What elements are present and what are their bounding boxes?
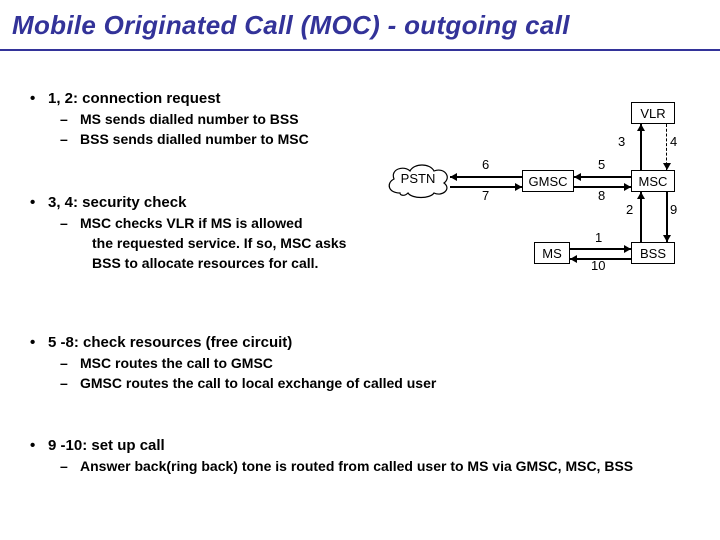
bullet-3-main: 5 -8: check resources (free circuit) — [48, 334, 436, 351]
bullet-2-sub1: MSC checks VLR if MS is allowed — [80, 215, 346, 231]
label-9: 9 — [670, 202, 677, 217]
label-5: 5 — [598, 157, 605, 172]
bullet-1-sub1: MS sends dialled number to BSS — [80, 111, 309, 127]
bullet-2-sub1b: the requested service. If so, MSC asks — [92, 235, 346, 251]
node-gmsc: GMSC — [522, 170, 574, 192]
label-3: 3 — [618, 134, 625, 149]
bullet-4-main: 9 -10: set up call — [48, 437, 668, 454]
bullet-1-main: 1, 2: connection request — [48, 90, 309, 107]
moc-diagram: VLR MSC GMSC BSS MS PSTN — [382, 102, 712, 332]
arrow-8 — [624, 183, 631, 191]
bullet-4-sub1: Answer back(ring back) tone is routed fr… — [80, 458, 640, 474]
bullet-2-main: 3, 4: security check — [48, 194, 346, 211]
node-ms: MS — [534, 242, 570, 264]
page-title: Mobile Originated Call (MOC) - outgoing … — [0, 0, 720, 51]
label-10: 10 — [591, 258, 605, 273]
node-pstn: PSTN — [382, 159, 454, 201]
bullet-1: 1, 2: connection request MS sends dialle… — [48, 90, 309, 147]
bullet-3-sub2: GMSC routes the call to local exchange o… — [80, 375, 436, 391]
label-1: 1 — [595, 230, 602, 245]
arrow-10 — [570, 255, 577, 263]
arrow-5 — [574, 173, 581, 181]
label-4: 4 — [670, 134, 677, 149]
label-6: 6 — [482, 157, 489, 172]
bullet-2: 3, 4: security check MSC checks VLR if M… — [48, 194, 346, 271]
edge-5 — [574, 176, 631, 178]
bullet-3: 5 -8: check resources (free circuit) MSC… — [48, 334, 436, 391]
label-8: 8 — [598, 188, 605, 203]
edge-1 — [570, 248, 631, 250]
arrow-7 — [515, 183, 522, 191]
label-2: 2 — [626, 202, 633, 217]
pstn-label: PSTN — [382, 171, 454, 186]
node-bss: BSS — [631, 242, 675, 264]
edge-6 — [450, 176, 522, 178]
arrow-3 — [637, 124, 645, 131]
arrow-6 — [450, 173, 457, 181]
arrow-2 — [637, 192, 645, 199]
bullet-3-sub1: MSC routes the call to GMSC — [80, 355, 436, 371]
edge-2 — [640, 192, 642, 242]
arrow-1 — [624, 245, 631, 253]
label-7: 7 — [482, 188, 489, 203]
arrow-4 — [663, 163, 671, 170]
node-vlr: VLR — [631, 102, 675, 124]
bullet-2-sub1c: BSS to allocate resources for call. — [92, 255, 346, 271]
node-msc: MSC — [631, 170, 675, 192]
bullet-1-sub2: BSS sends dialled number to MSC — [80, 131, 309, 147]
arrow-9 — [663, 235, 671, 242]
bullet-4: 9 -10: set up call Answer back(ring back… — [48, 437, 668, 474]
